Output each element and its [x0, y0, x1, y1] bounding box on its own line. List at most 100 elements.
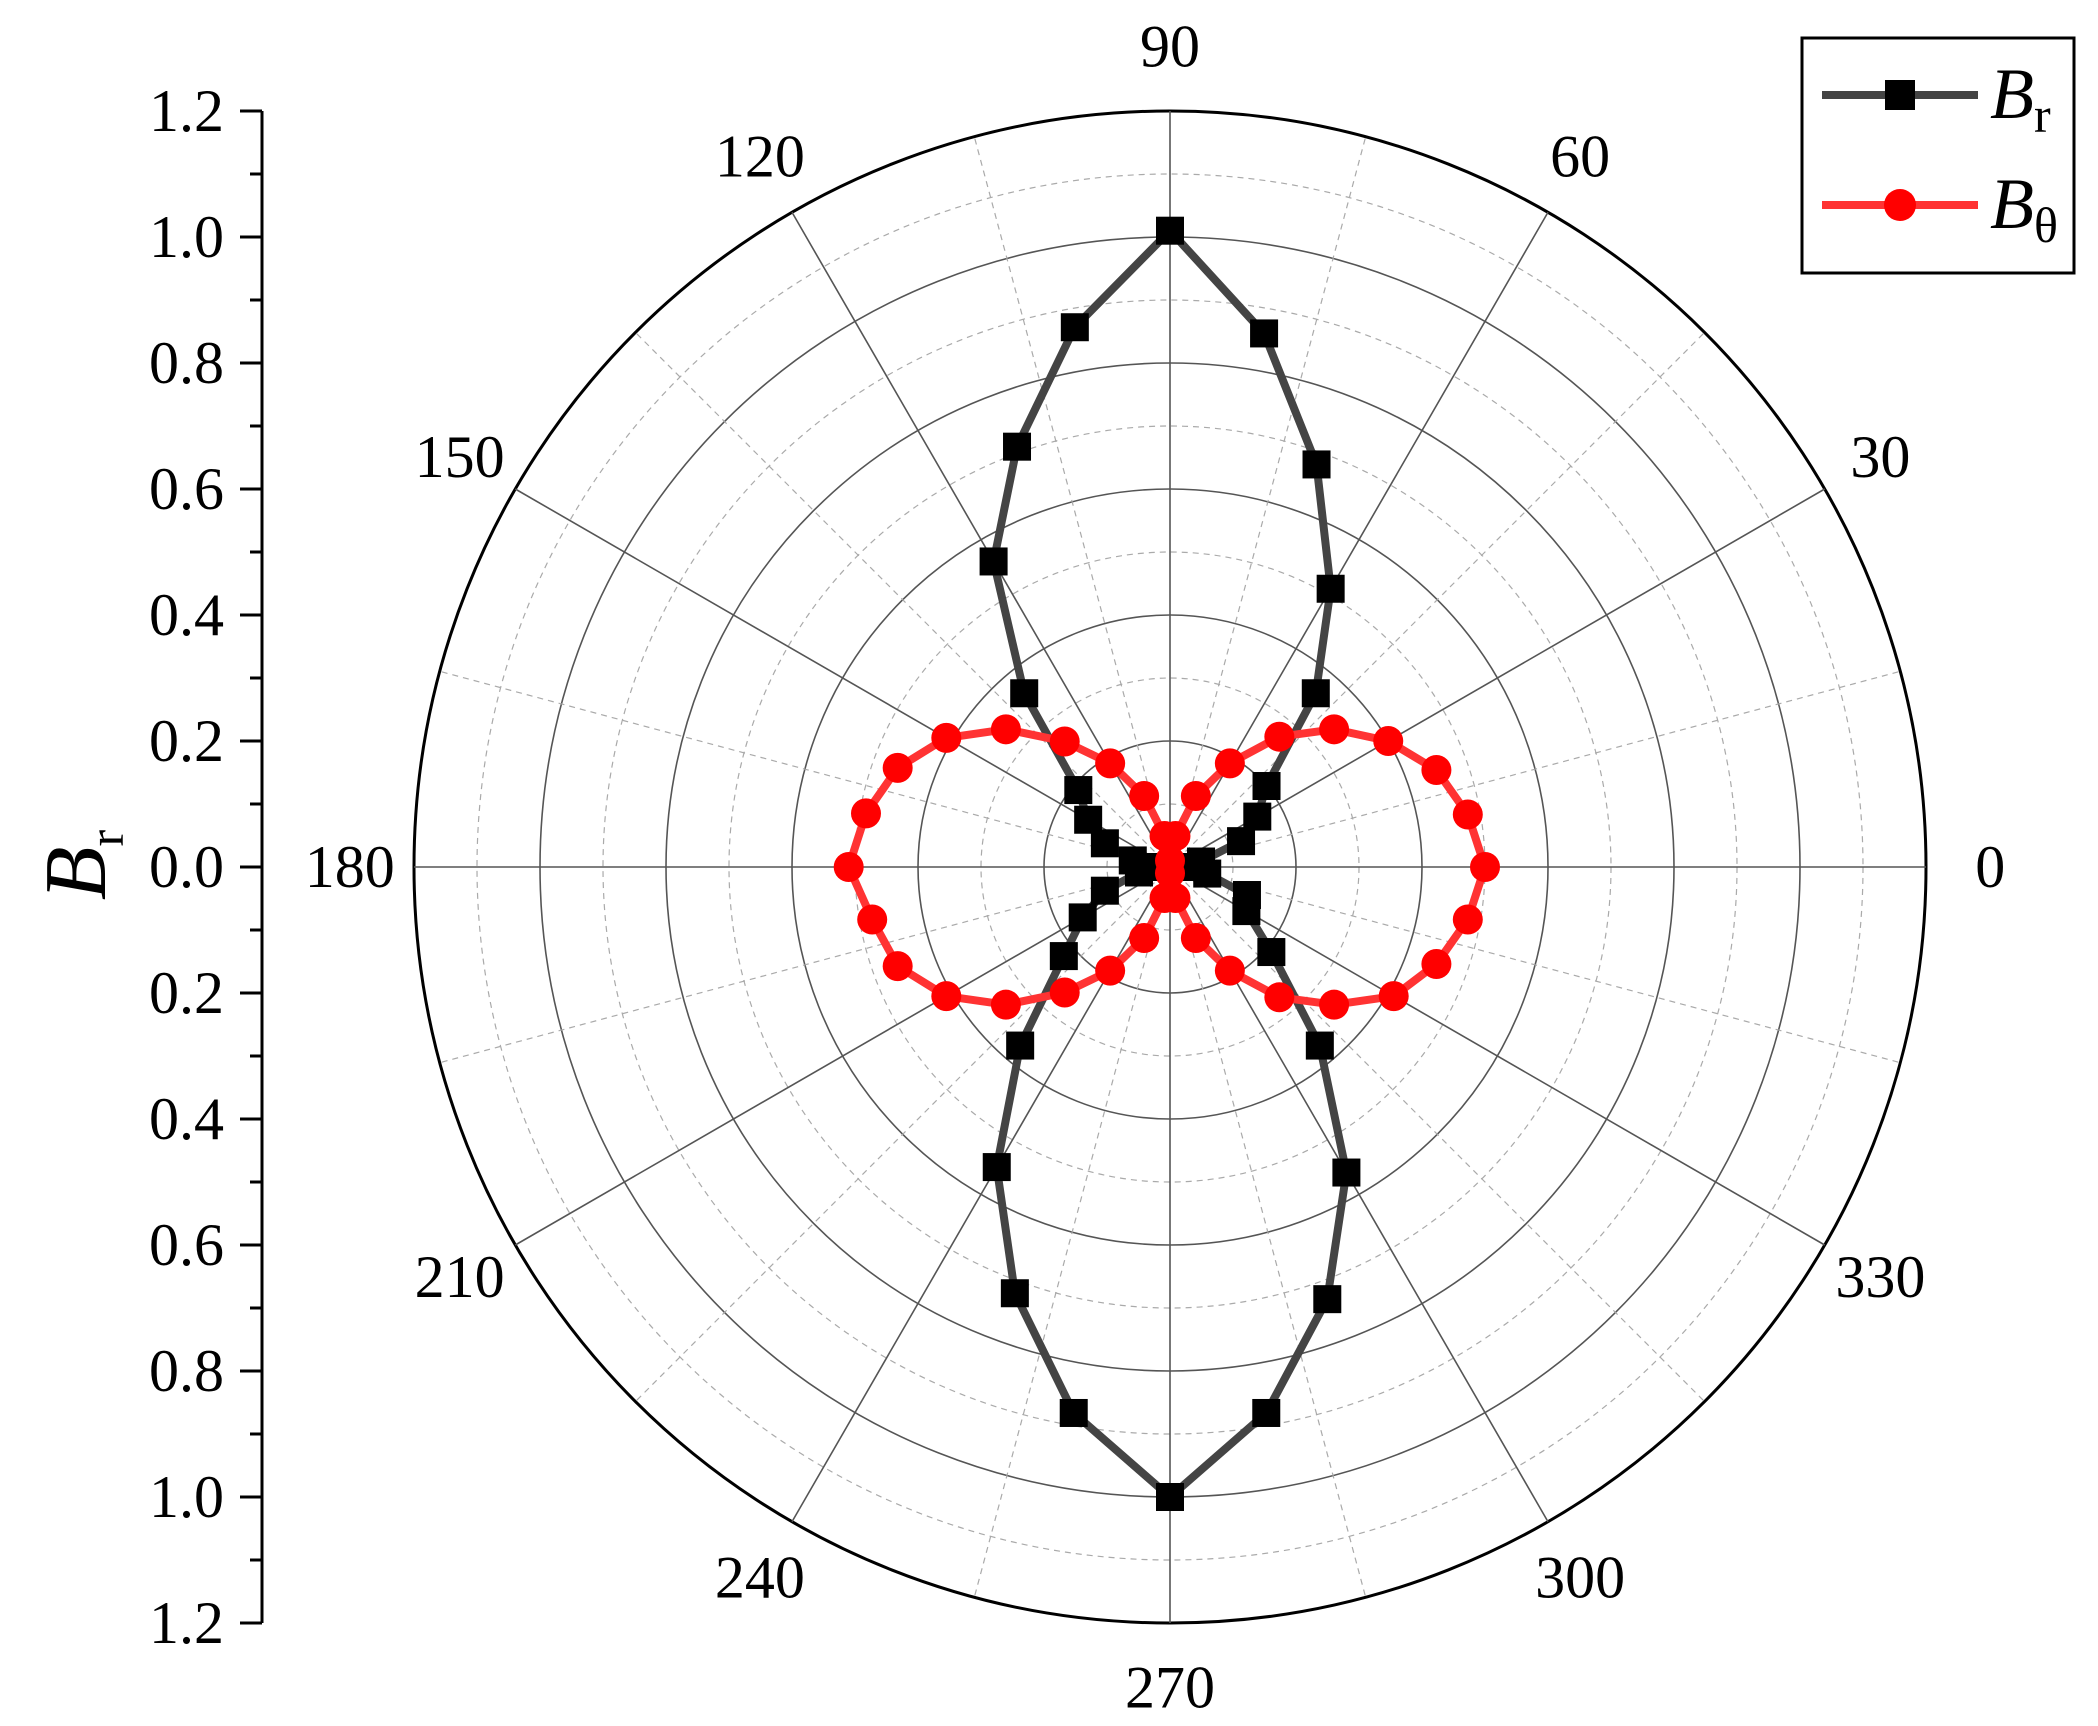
r-axis-label: 0.8: [149, 1338, 224, 1404]
data-point-br: [1332, 1158, 1361, 1187]
data-point-btheta: [1129, 923, 1160, 954]
data-point-btheta: [882, 752, 913, 783]
data-point-br: [1068, 903, 1097, 932]
data-point-br: [1003, 432, 1032, 461]
grid-spoke-minor: [1169, 866, 1367, 1598]
data-point-br: [1000, 1279, 1029, 1308]
data-point-btheta: [1319, 989, 1350, 1020]
r-axis-label: 0.0: [149, 834, 224, 900]
data-point-br: [1006, 1031, 1035, 1060]
data-point-btheta: [1470, 852, 1500, 882]
grid-spoke-major: [1169, 488, 1826, 868]
data-point-btheta: [1129, 780, 1160, 811]
data-point-br: [1301, 679, 1330, 708]
data-point-btheta: [1452, 799, 1483, 830]
data-point-btheta: [1214, 748, 1245, 779]
grid-spoke-major: [514, 488, 1171, 868]
data-point-btheta: [1378, 981, 1409, 1012]
grid-spoke-minor: [1169, 670, 1901, 868]
grid-spoke-minor: [973, 866, 1171, 1598]
angle-tick-label-150: 150: [415, 424, 505, 490]
r-axis-label: 1.2: [149, 78, 224, 144]
data-point-btheta: [1421, 755, 1452, 786]
y-axis-title-subscript: r: [78, 829, 134, 846]
data-point-br: [1049, 942, 1078, 971]
r-axis-label: 1.2: [149, 1590, 224, 1656]
data-point-btheta: [882, 951, 913, 982]
y-axis-title-main: B: [28, 846, 125, 900]
legend-label-br: Br: [1990, 54, 2051, 143]
data-point-btheta: [1214, 955, 1245, 986]
grid-spoke-minor: [973, 136, 1171, 868]
data-point-btheta: [1180, 923, 1211, 954]
angle-tick-label-180: 180: [305, 834, 395, 900]
data-point-btheta: [1095, 748, 1126, 779]
data-point-btheta: [1160, 883, 1191, 914]
data-point-br: [1252, 772, 1281, 801]
r-axis-label: 0.6: [149, 1212, 224, 1278]
angle-tick-label-240: 240: [715, 1544, 805, 1610]
data-point-br: [1257, 938, 1286, 967]
data-point-btheta: [1421, 948, 1452, 979]
data-point-br: [1193, 859, 1222, 888]
data-point-btheta: [931, 722, 962, 753]
data-point-btheta: [1373, 726, 1404, 756]
data-point-br: [979, 547, 1008, 576]
legend-box: [1800, 36, 2076, 275]
legend-marker-br: [1885, 80, 1915, 110]
angle-tick-label-300: 300: [1535, 1544, 1625, 1610]
angle-tick-label-270: 270: [1125, 1654, 1215, 1720]
grid-spoke-minor: [1169, 866, 1901, 1064]
data-point-btheta: [857, 904, 888, 935]
data-point-br: [1250, 319, 1279, 348]
legend: Br Bθ: [1800, 36, 2076, 275]
data-series: [833, 216, 1500, 1511]
data-point-btheta: [1264, 982, 1295, 1013]
data-point-btheta: [1452, 904, 1483, 935]
grid-spoke-minor: [1169, 136, 1367, 868]
data-point-btheta: [833, 852, 864, 882]
data-point-br: [1252, 1398, 1281, 1427]
grid-spoke-minor: [1169, 866, 1705, 1402]
grid-spoke-major: [1169, 866, 1826, 1246]
data-point-btheta: [1264, 721, 1295, 752]
data-point-br: [1243, 802, 1272, 831]
data-point-br: [1060, 313, 1089, 342]
data-point-btheta: [1049, 726, 1080, 757]
grid-spoke-minor: [635, 866, 1171, 1402]
data-point-btheta: [1155, 858, 1185, 889]
data-point-btheta: [850, 798, 881, 829]
data-point-btheta: [1180, 780, 1211, 811]
data-point-br: [1316, 574, 1345, 603]
data-point-br: [1227, 827, 1256, 856]
data-point-br: [1074, 805, 1103, 834]
angle-tick-label-90: 90: [1140, 14, 1200, 80]
legend-label-btheta-main: B: [1990, 164, 2034, 244]
data-point-br: [1305, 1031, 1334, 1060]
data-point-br: [1059, 1398, 1088, 1427]
data-point-br: [1302, 450, 1331, 479]
grid-spoke-minor: [439, 670, 1171, 868]
data-point-br: [1156, 1483, 1184, 1511]
data-point-br: [1010, 679, 1039, 708]
data-point-br: [982, 1153, 1011, 1182]
data-point-btheta: [990, 714, 1021, 745]
data-point-btheta: [1319, 714, 1350, 745]
legend-label-btheta: Bθ: [1990, 164, 2058, 253]
grid-spoke-minor: [439, 866, 1171, 1064]
data-point-btheta: [1149, 820, 1180, 851]
radial-axis: 1.2 1.0 0.8 0.6 0.4 0.2 0.0 0.2 0.4 0.6 0.8 1.0 1.2: [149, 78, 264, 1656]
data-point-br: [1313, 1285, 1342, 1314]
legend-label-br-main: B: [1990, 54, 2034, 134]
polar-grid: [412, 109, 1928, 1625]
data-point-btheta: [1095, 955, 1126, 986]
r-axis-label: 1.0: [149, 1464, 224, 1530]
data-point-br: [1232, 881, 1261, 910]
data-point-br: [1090, 829, 1119, 858]
data-point-br: [1156, 216, 1184, 245]
r-axis-label: 0.8: [149, 330, 224, 396]
r-axis-label: 1.0: [149, 204, 224, 270]
angle-tick-label-120: 120: [715, 124, 805, 190]
r-axis-label: 0.4: [149, 582, 224, 648]
